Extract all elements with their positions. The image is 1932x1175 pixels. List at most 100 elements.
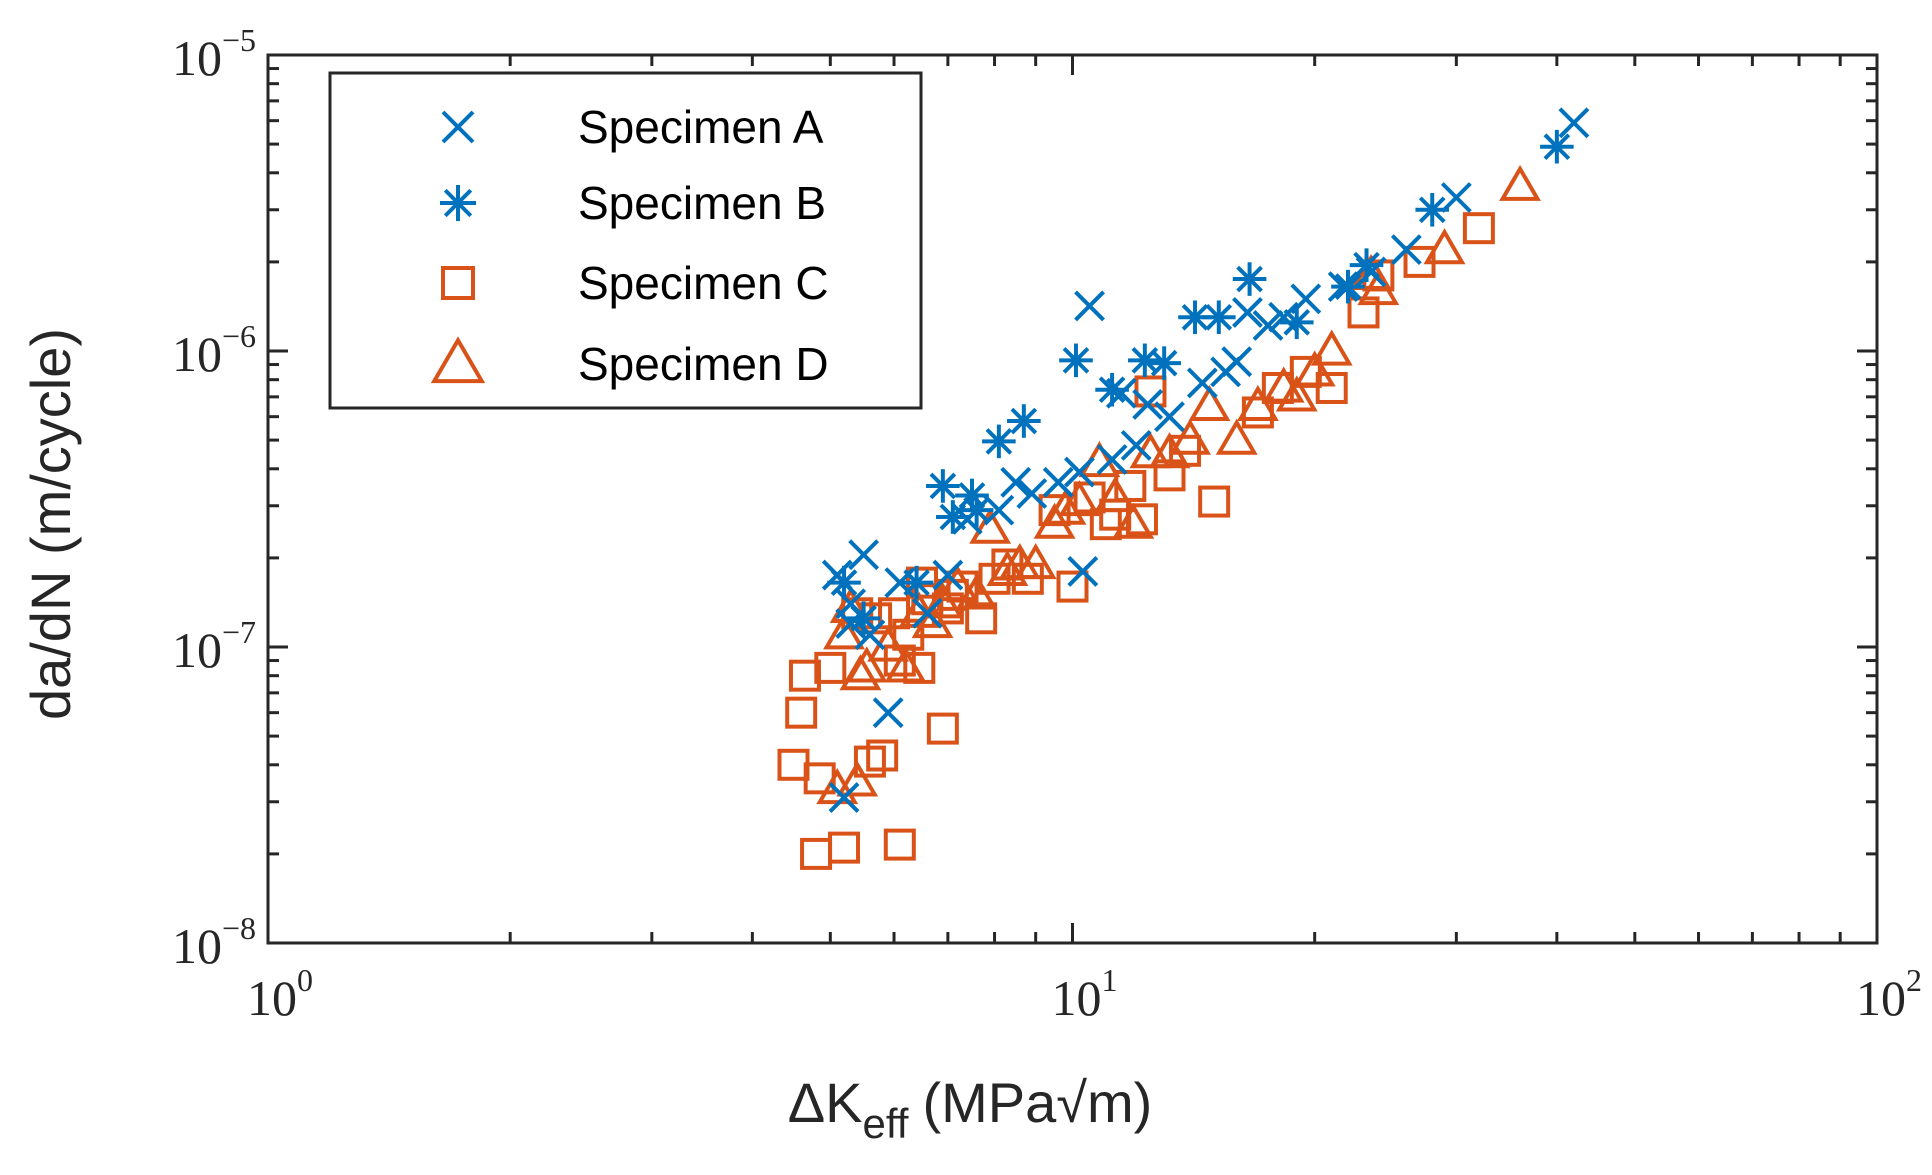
specimen-d-point [1499, 164, 1542, 201]
specimen-c-point [1056, 570, 1089, 603]
specimen-a-point [872, 697, 904, 729]
specimen-a-point [911, 597, 943, 629]
specimen-a-point [1221, 346, 1253, 378]
specimen-a-point [1120, 429, 1152, 461]
y-axis-label: da/dN (m/cycle) [19, 328, 82, 720]
specimen-a-point [1096, 444, 1128, 475]
specimen-b-point [1059, 343, 1093, 378]
specimen-b-point [899, 565, 934, 600]
specimen-b-point [1540, 129, 1574, 164]
tick-labels: 100 101 102 10−8 10−7 10−6 10−5 [172, 22, 1922, 1026]
specimen-d-point [1112, 502, 1155, 539]
x-axis-label-sub: eff [863, 1100, 909, 1147]
specimen-b-point [827, 565, 861, 600]
specimen-d-point [1293, 350, 1336, 387]
specimen-a-point [1042, 466, 1074, 498]
specimen-c-point [965, 602, 998, 635]
specimen-a-point [1000, 466, 1032, 498]
x-tick-label: 100 [247, 962, 313, 1026]
legend-box [328, 71, 923, 410]
specimen-d-point [845, 646, 888, 683]
legend-marker-specimen-d [430, 336, 486, 384]
specimen-b-point [1201, 300, 1236, 335]
specimen-b-point [1349, 248, 1384, 282]
specimen-a-point [1074, 290, 1105, 322]
specimen-b-point [846, 601, 881, 636]
x-tick-label: 101 [1052, 962, 1118, 1026]
specimen-c-point [866, 739, 899, 772]
specimen-d-point [911, 602, 954, 639]
x-axis-label-unit: (MPa√m) [922, 1071, 1152, 1134]
specimen-d-point [1188, 384, 1231, 421]
specimen-a-point [1154, 401, 1185, 433]
legend-marker-specimen-a [441, 110, 475, 144]
specimen-d-point [1094, 475, 1137, 513]
specimen-c-point [828, 831, 861, 864]
specimen-d-point [823, 613, 866, 650]
specimen-d-point [1215, 418, 1258, 455]
specimen-d-point [1169, 418, 1212, 455]
specimen-a-point [1390, 234, 1422, 266]
specimen-c-point [1315, 371, 1348, 404]
legend-label-specimen-a: Specimen A [578, 101, 824, 153]
y-tick-label: 10−5 [172, 22, 256, 86]
specimen-b-point [1415, 192, 1450, 227]
specimen-b-point [982, 424, 1016, 459]
specimen-a-point [854, 619, 886, 651]
x-tick-label: 102 [1856, 962, 1922, 1026]
specimen-c-point [1114, 469, 1147, 502]
specimen-a-point [828, 782, 860, 813]
specimen-b-point [1147, 346, 1181, 380]
specimen-d-point [1423, 228, 1466, 265]
specimen-a-point [1132, 389, 1164, 420]
specimen-b-point [926, 469, 960, 503]
specimen-c-point [785, 696, 818, 729]
legend-marker-specimen-c [441, 266, 475, 300]
specimen-b-point [1095, 372, 1129, 407]
specimen-c-point [788, 659, 821, 692]
specimen-d-point [936, 565, 979, 602]
specimen-b-point [1331, 269, 1365, 304]
specimen-d-point [986, 549, 1029, 587]
y-tick-label: 10−8 [172, 910, 256, 974]
data-marks [777, 107, 1590, 870]
legend-label-specimen-d: Specimen D [578, 338, 829, 390]
y-tick-label: 10−6 [172, 318, 256, 382]
specimen-b-point [1279, 305, 1314, 340]
specimen-d-point [1014, 543, 1057, 580]
specimen-d-point [1357, 269, 1400, 306]
specimen-d-point [1310, 329, 1353, 366]
legend-marker-specimen-b [440, 185, 476, 221]
specimen-d-point [884, 646, 927, 683]
specimen-a-point [932, 559, 964, 591]
specimen-a-point [1440, 182, 1472, 213]
specimen-a-point [1232, 297, 1263, 328]
specimen-b-point [1232, 262, 1267, 296]
legend: Specimen A Specimen B Specimen C Specimen D [328, 71, 923, 410]
specimen-d-point [1236, 384, 1279, 421]
specimen-d-point [921, 582, 964, 619]
specimen-c-point [926, 712, 959, 745]
specimen-c-point [883, 828, 916, 861]
y-tick-label: 10−7 [172, 614, 256, 678]
specimen-d-point [836, 760, 879, 797]
specimen-a-point [1016, 478, 1048, 509]
legend-label-specimen-c: Specimen C [578, 257, 829, 309]
specimen-b-point [959, 493, 994, 527]
specimen-d-point [969, 507, 1012, 544]
specimen-a-point [1558, 107, 1590, 139]
specimen-b-point [1007, 404, 1041, 438]
specimen-d-point [1058, 480, 1101, 517]
x-axis-label: ΔKeff (MPa√m) [788, 1071, 1153, 1147]
specimen-d-point [955, 573, 998, 610]
x-axis-label-main: ΔK [788, 1071, 863, 1134]
specimen-a-point [1186, 367, 1218, 399]
specimen-a-point [1064, 456, 1095, 488]
specimen-c-point [1198, 485, 1231, 518]
specimen-a-point [848, 539, 880, 571]
specimen-c-point [1462, 212, 1495, 245]
axis-ticks [268, 55, 1877, 943]
specimen-d-point [1275, 375, 1318, 412]
specimen-a-point [1252, 310, 1284, 341]
